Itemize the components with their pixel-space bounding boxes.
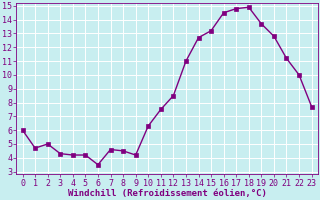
X-axis label: Windchill (Refroidissement éolien,°C): Windchill (Refroidissement éolien,°C)	[68, 189, 267, 198]
